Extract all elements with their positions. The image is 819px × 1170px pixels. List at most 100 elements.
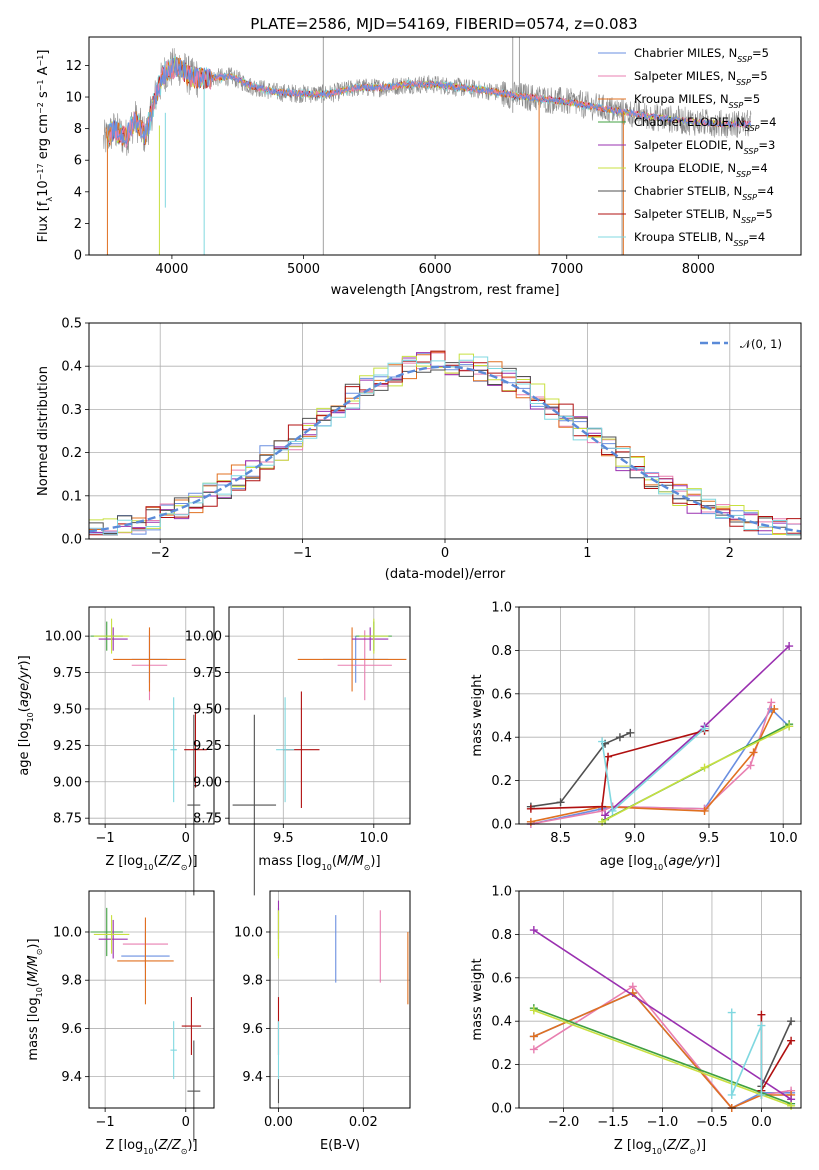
mass-vs-ebv-xlabel: E(B-V) — [320, 1138, 360, 1153]
mass-vs-ebv-panel: 0.00 0.02 9.4 9.6 9.8 10.0 E(B-V) — [234, 890, 411, 1153]
y-tick-label: 10.0 — [234, 925, 263, 940]
series-line — [533, 929, 792, 1100]
x-tick-label: −1 — [293, 546, 312, 561]
x-tick-label: 8.5 — [550, 831, 571, 846]
y-tick-label: 8.75 — [193, 812, 222, 827]
x-tick-label: 2 — [726, 546, 734, 561]
y-tick-label: 0.1 — [61, 489, 82, 504]
y-tick-label: 9.8 — [242, 974, 263, 989]
x-tick-label: 10.0 — [769, 831, 798, 846]
y-tick-label: 9.50 — [53, 702, 82, 717]
y-tick-label: 0.2 — [491, 1058, 512, 1073]
y-tick-label: 0.0 — [61, 533, 82, 548]
errorbar-point-kroupa-elodie — [359, 618, 389, 654]
series-marker — [787, 1036, 796, 1045]
x-tick-label: −2.0 — [548, 1115, 580, 1130]
series-marker — [757, 1010, 766, 1019]
y-tick-label: 9.75 — [53, 666, 82, 681]
y-tick-label: 0.6 — [491, 971, 512, 986]
x-tick-label: −2 — [151, 546, 170, 561]
legend-entry: Salpeter ELODIE, NSSP=3 — [634, 138, 775, 156]
y-tick-label: 0.8 — [491, 644, 512, 659]
errorbar-point-chabrier-stelib — [187, 714, 201, 896]
legend-entry: Salpeter STELIB, NSSP=5 — [634, 207, 773, 225]
errorbar-point-kroupa-miles — [117, 917, 174, 1005]
series-marker — [770, 704, 779, 713]
x-tick-label: 1 — [583, 546, 591, 561]
spectrum-model-chabrier-miles — [108, 57, 752, 145]
errorbar-point-salpeter-miles — [337, 630, 392, 701]
legend-entry: Kroupa STELIB, NSSP=4 — [634, 230, 765, 248]
series-marker — [727, 1090, 736, 1099]
series-marker — [608, 806, 617, 815]
series-marker — [785, 642, 794, 651]
errorbar-point-chabrier-stelib — [187, 1040, 201, 1142]
x-tick-label: −1.5 — [597, 1115, 629, 1130]
mass-weight-vs-age-panel: 8.5 9.0 9.5 10.0 0.0 0.2 0.4 0.6 0.8 1.0 age [log1… — [470, 601, 802, 872]
x-tick-label: 0.02 — [349, 1115, 378, 1130]
series-marker — [767, 698, 776, 707]
mass-weight-vs-Z-xlabel: Z [log10(Z/Z⊙)] — [614, 1138, 706, 1156]
x-tick-label: 6000 — [419, 262, 452, 277]
series-kroupa-stelib — [727, 1008, 766, 1099]
y-tick-label: 9.25 — [193, 739, 222, 754]
spectrum-xlabel: wavelength [Angstrom, rest frame] — [331, 283, 560, 298]
series-line — [533, 1009, 792, 1107]
y-tick-label: 10 — [65, 91, 82, 106]
series-kroupa-elodie — [598, 722, 794, 826]
y-tick-label: 0.4 — [491, 1015, 512, 1030]
x-tick-label: 0.00 — [264, 1115, 293, 1130]
legend-entry: Chabrier STELIB, NSSP=4 — [634, 184, 774, 202]
x-tick-label: −1.0 — [647, 1115, 679, 1130]
series-kroupa-miles — [526, 704, 779, 826]
x-tick-label: −1 — [96, 1115, 115, 1130]
spectrum-panel: 4000 5000 6000 7000 8000 0 2 4 6 8 10 12 Flux [fλ10−… — [36, 36, 802, 298]
series-marker — [757, 1021, 766, 1030]
residuals-ylabel: Normed distribution — [36, 366, 51, 496]
series-marker — [529, 1045, 538, 1054]
y-tick-label: 4 — [74, 185, 82, 200]
y-tick-label: 9.6 — [61, 1022, 82, 1037]
errorbar-point-salpeter-elodie — [352, 627, 389, 651]
y-tick-label: 0.6 — [491, 687, 512, 702]
y-tick-label: 0.4 — [61, 360, 82, 375]
series-marker — [529, 926, 538, 935]
y-tick-label: 0.3 — [61, 403, 82, 418]
errorbar-point-kroupa-elodie — [93, 915, 130, 954]
errorbar-point-salpeter-stelib — [184, 711, 207, 788]
axes-frame — [88, 606, 215, 825]
series-marker — [700, 763, 709, 772]
x-tick-label: 9.0 — [624, 831, 645, 846]
series-line — [760, 1020, 792, 1087]
axes-frame — [228, 606, 411, 825]
mass-vs-Z-ylabel: mass [log10(M/M⊙)] — [26, 938, 44, 1060]
series-marker — [626, 728, 635, 737]
mass-weight-vs-age-ylabel: mass weight — [470, 674, 485, 756]
axes-frame — [518, 890, 802, 1109]
legend-entry: Chabrier ELODIE, NSSP=4 — [634, 115, 776, 133]
series-marker — [529, 1006, 538, 1015]
spectrum-ylabel: Flux [fλ10−17 erg cm−2 s−1 A−1] — [36, 50, 54, 243]
y-tick-label: 9.50 — [193, 702, 222, 717]
series-kroupa-stelib — [598, 724, 709, 815]
x-tick-label: 10.0 — [359, 831, 388, 846]
y-tick-label: 1.0 — [491, 601, 512, 616]
mass-vs-Z-panel: −1 0 9.4 9.6 9.8 10.0 Z [log10(Z/Z⊙)] mass [log… — [26, 890, 215, 1156]
normal-curve — [89, 365, 801, 533]
y-tick-label: 8.75 — [53, 812, 82, 827]
series-line — [530, 729, 705, 810]
x-tick-label: 4000 — [155, 262, 188, 277]
errorbar-point-kroupa-stelib — [170, 697, 177, 803]
errorbar-point-kroupa-elodie — [93, 618, 130, 654]
errorbar-point-salpeter-elodie — [98, 919, 128, 959]
mass-vs-Z-xlabel: Z [log10(Z/Z⊙)] — [105, 1138, 197, 1156]
y-tick-label: 10.00 — [45, 630, 82, 645]
errorbar-point-salpeter-elodie — [98, 627, 128, 651]
residuals-panel: −2 −1 0 1 2 0.0 0.1 0.2 0.3 0.4 0.5 Normed distribu… — [36, 317, 802, 582]
series-marker — [598, 737, 607, 746]
y-tick-label: 0.0 — [491, 818, 512, 833]
axes-frame — [88, 36, 802, 256]
series-marker — [787, 1017, 796, 1026]
legend-entry: 𝒩(0, 1) — [740, 337, 782, 351]
